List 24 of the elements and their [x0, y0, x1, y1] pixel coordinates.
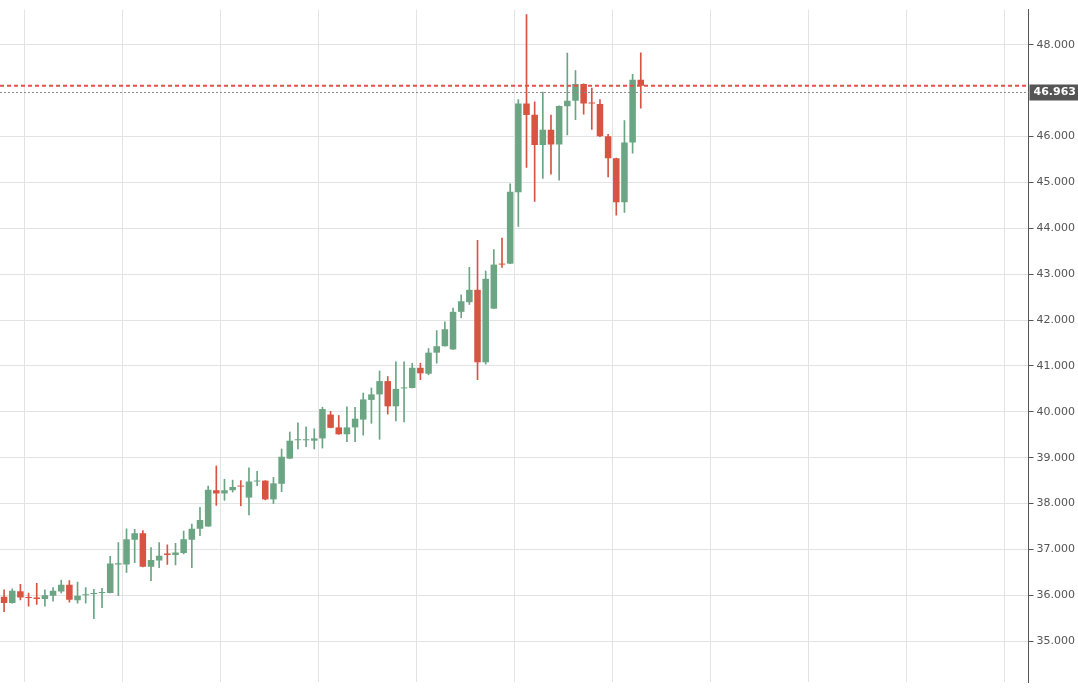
candlestick	[213, 465, 220, 506]
candlestick	[41, 589, 49, 607]
y-tick-label: 46.000	[1036, 129, 1076, 143]
candlestick	[343, 406, 351, 442]
candlestick	[433, 330, 440, 364]
y-tick-label: 39.000	[1036, 450, 1076, 464]
y-tick-label: 37.000	[1036, 542, 1076, 556]
y-tick-label: 42.000	[1036, 312, 1076, 326]
candlestick	[539, 91, 547, 179]
y-tick-label: 35.000	[1036, 633, 1076, 647]
y-tick-label: 44.000	[1036, 221, 1076, 235]
y-tick-label: 38.000	[1036, 496, 1076, 510]
candlestick	[564, 52, 571, 136]
y-tick-label: 43.000	[1036, 267, 1076, 281]
y-tick-label: 45.000	[1036, 175, 1076, 189]
ref-line-label: 46.963	[1033, 85, 1076, 99]
y-tick-label: 36.000	[1036, 588, 1076, 602]
candlestick	[311, 428, 318, 450]
candlestick	[147, 547, 155, 581]
y-tick-label: 41.000	[1036, 358, 1076, 372]
y-tick-label: 40.000	[1036, 404, 1076, 418]
candlestick	[188, 523, 196, 569]
candlestick	[82, 587, 89, 604]
y-tick-label: 48.000	[1036, 37, 1076, 51]
